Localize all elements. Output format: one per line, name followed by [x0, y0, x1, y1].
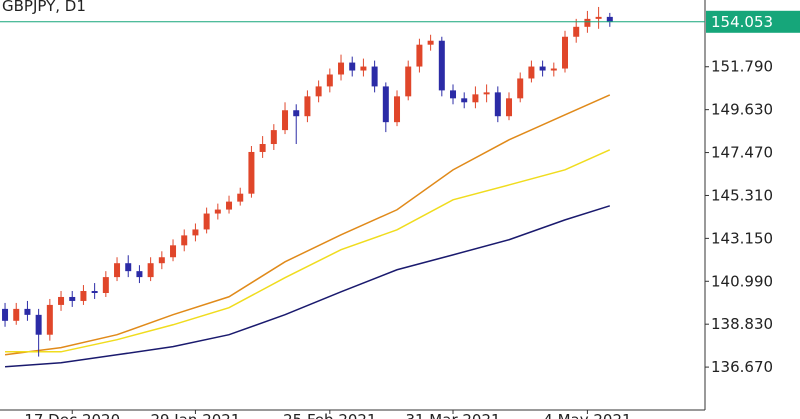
candle-body: [237, 193, 244, 202]
candle-body: [248, 151, 255, 194]
candle-body: [450, 90, 457, 99]
x-tick-label: 31 Mar 2021: [405, 411, 500, 419]
moving-average: [4, 94, 611, 356]
candle-body: [326, 74, 333, 87]
moving-average: [4, 205, 611, 368]
candle-body: [102, 277, 109, 293]
moving-average: [5, 149, 611, 353]
y-tick-label: 151.790: [711, 58, 773, 76]
candle-body: [315, 86, 322, 97]
candle-body: [506, 98, 513, 117]
candle-body: [192, 229, 199, 236]
candle-body: [338, 62, 345, 75]
candle-body: [181, 235, 188, 246]
candle-body: [517, 78, 524, 99]
candle-body: [573, 26, 580, 37]
candle-body: [584, 18, 591, 27]
y-tick-label: 136.670: [711, 358, 773, 376]
candle-body: [259, 144, 266, 152]
candle-body: [304, 96, 311, 117]
candle-body: [539, 66, 546, 71]
candle-body: [170, 245, 177, 258]
candle-body: [494, 92, 501, 117]
candle-body: [158, 257, 165, 264]
candle-body: [416, 44, 423, 67]
y-tick-label: 149.630: [711, 101, 773, 119]
candle-body: [405, 66, 412, 97]
candle-body: [371, 66, 378, 87]
candle-body: [427, 40, 434, 45]
candle-body: [13, 308, 20, 321]
candle-body: [46, 304, 53, 335]
candle-body: [69, 296, 76, 301]
candle-body: [606, 16, 613, 22]
candle-body: [472, 94, 479, 103]
candle-body: [114, 263, 121, 278]
x-tick-label: 25 Feb 2021: [283, 411, 376, 419]
candle-body: [528, 66, 535, 79]
candle-body: [360, 66, 367, 71]
candle-body: [80, 291, 87, 301]
candle-body: [394, 96, 401, 123]
candle-body: [562, 36, 569, 69]
candle-body: [282, 110, 289, 131]
candle-body: [483, 92, 490, 95]
candle-body: [349, 62, 356, 71]
x-tick-label: 17 Dec 2020: [24, 411, 120, 419]
x-tick-label: 29 Jan 2021: [150, 411, 240, 419]
candle-body: [203, 213, 210, 230]
candle-body: [550, 68, 557, 71]
candle-body: [136, 271, 143, 278]
candle-body: [24, 308, 31, 315]
candle-body: [438, 40, 445, 91]
y-tick-label: 145.310: [711, 186, 773, 204]
y-tick-label: 138.830: [711, 315, 773, 333]
candle-body: [214, 209, 221, 214]
y-tick-label: 143.150: [711, 229, 773, 247]
y-tick-label: 147.470: [711, 144, 773, 162]
x-tick-label: 4 May 2021: [543, 411, 631, 419]
y-tick-label: 140.990: [711, 272, 773, 290]
candle-body: [2, 308, 9, 321]
candle-body: [595, 16, 602, 19]
candle-body: [382, 86, 389, 123]
candle-body: [91, 291, 98, 293]
candle-body: [226, 201, 233, 210]
candle-body: [58, 296, 65, 305]
chart-title: GBPJPY, D1: [2, 0, 86, 15]
candle-body: [293, 110, 300, 117]
candle-body: [147, 263, 154, 278]
candle-body: [270, 130, 277, 145]
current-price-label: 154.053: [711, 13, 773, 31]
current-price-box: [706, 10, 800, 33]
candle-body: [125, 263, 132, 272]
candle-body: [35, 314, 42, 335]
candle-body: [461, 98, 468, 103]
